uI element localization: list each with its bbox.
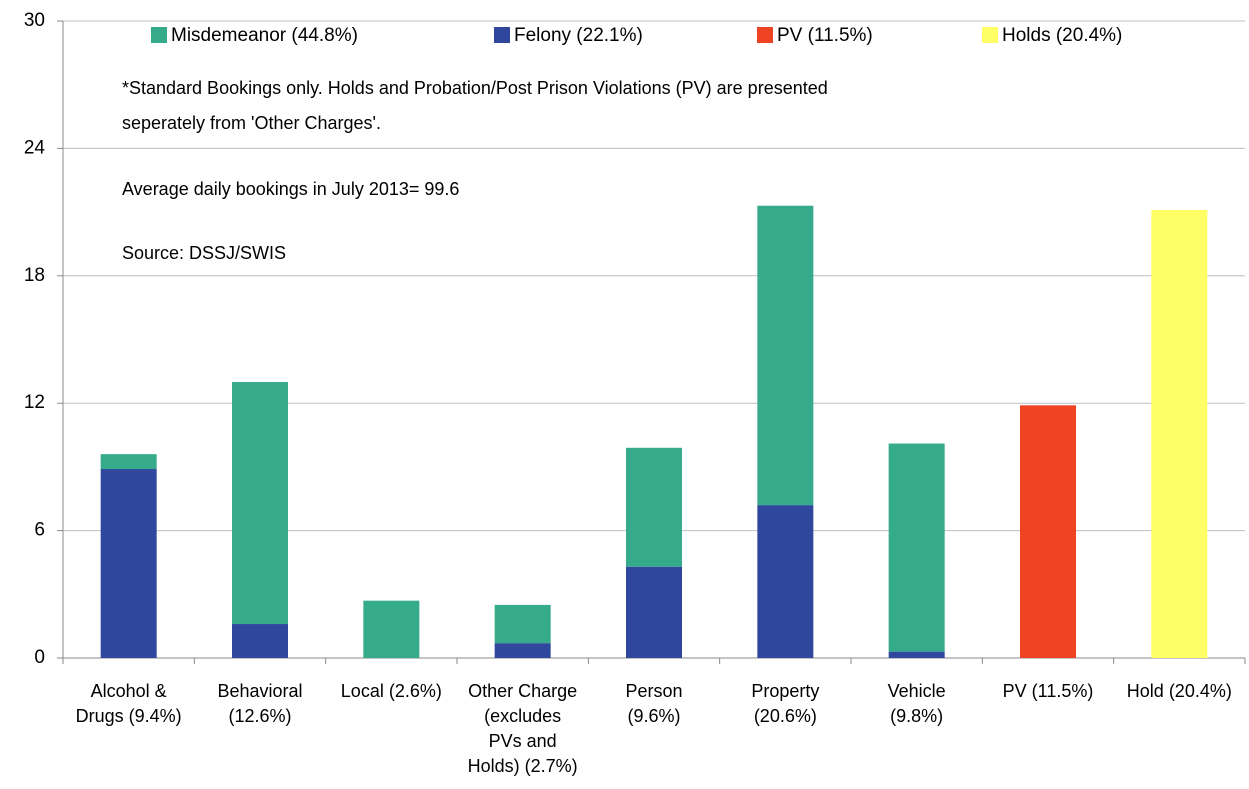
bar-segment xyxy=(757,505,814,658)
bar-segment xyxy=(757,205,814,506)
x-tick-label: Holds) (2.7%) xyxy=(468,756,578,776)
annotation: Source: DSSJ/SWIS xyxy=(122,243,286,263)
x-tick-label: (excludes xyxy=(484,706,561,726)
y-tick-label: 18 xyxy=(24,265,45,286)
annotation: *Standard Bookings only. Holds and Proba… xyxy=(122,78,828,98)
annotation: Average daily bookings in July 2013= 99.… xyxy=(122,179,459,199)
x-tick-label: Property xyxy=(751,681,819,701)
legend-label: Misdemeanor (44.8%) xyxy=(171,25,358,46)
legend-label: Felony (22.1%) xyxy=(514,25,643,46)
bar-segment xyxy=(100,469,157,658)
x-tick-label: Hold (20.4%) xyxy=(1127,681,1232,701)
x-tick-label: Person xyxy=(625,681,682,701)
legend-marker xyxy=(151,27,167,43)
bar-segment xyxy=(232,381,288,625)
legend-marker xyxy=(757,27,773,43)
bar-segment xyxy=(1151,209,1208,658)
x-tick-label: (9.6%) xyxy=(627,706,680,726)
bar-segment xyxy=(232,624,288,658)
y-tick-label: 24 xyxy=(24,137,46,158)
y-tick-label: 6 xyxy=(34,520,45,541)
bar-segment xyxy=(888,651,945,658)
legend-label: PV (11.5%) xyxy=(777,25,873,46)
legend-marker xyxy=(982,27,998,43)
annotation: seperately from 'Other Charges'. xyxy=(122,113,381,133)
x-tick-label: Behavioral xyxy=(217,681,302,701)
y-tick-label: 12 xyxy=(24,392,45,413)
x-tick-label: PV (11.5%) xyxy=(1003,681,1094,701)
bar-segment xyxy=(100,454,157,470)
y-tick-label: 30 xyxy=(24,10,45,31)
bar-segment xyxy=(494,604,551,644)
bar-segment xyxy=(888,443,945,652)
x-tick-label: (9.8%) xyxy=(890,706,943,726)
x-tick-label: Alcohol & xyxy=(91,681,167,701)
bar-segment xyxy=(494,643,551,658)
legend-marker xyxy=(494,27,510,43)
y-tick-label: 0 xyxy=(34,647,45,668)
x-tick-label: Vehicle xyxy=(888,681,946,701)
bar-segment xyxy=(1020,405,1076,658)
bar-segment xyxy=(363,600,420,658)
x-tick-label: PVs and xyxy=(489,731,557,751)
legend-label: Holds (20.4%) xyxy=(1002,25,1122,46)
x-tick-label: (12.6%) xyxy=(228,706,291,726)
x-tick-label: Drugs (9.4%) xyxy=(76,706,182,726)
bar-segment xyxy=(626,447,682,567)
x-tick-label: Local (2.6%) xyxy=(341,681,442,701)
x-tick-label: (20.6%) xyxy=(754,706,817,726)
bar-segment xyxy=(626,566,682,658)
x-tick-label: Other Charge xyxy=(468,681,577,701)
